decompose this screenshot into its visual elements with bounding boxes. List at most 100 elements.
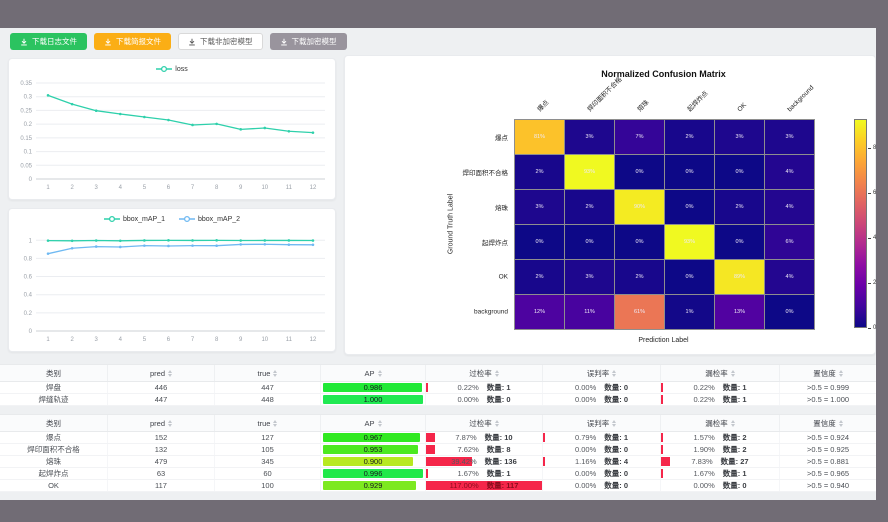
column-header-置信度[interactable]: 置信度	[780, 415, 876, 431]
legend-item-loss[interactable]: loss	[156, 65, 188, 73]
matrix-cell: 0%	[665, 155, 714, 189]
ap-value: 1.000	[363, 395, 383, 404]
cell-confidence: >0.5 = 0.924	[806, 433, 850, 442]
column-header-过检率[interactable]: 过检率	[426, 365, 543, 381]
confusion-matrix-title: Normalized Confusion Matrix	[601, 69, 726, 79]
rate-count: 数量: 0	[604, 445, 629, 454]
svg-text:11: 11	[286, 337, 293, 343]
column-header-label: AP	[364, 368, 375, 378]
matrix-cell-value: 0%	[635, 239, 644, 245]
sort-icon[interactable]	[612, 418, 617, 429]
sort-caret-up	[494, 368, 499, 373]
sort-icon[interactable]	[168, 368, 172, 379]
cell-misjudge-rate: 0.00% 数量: 0	[543, 480, 661, 491]
matrix-col-label: 起焊炸点	[685, 89, 710, 114]
matrix-cell: 3%	[515, 190, 564, 224]
sort-icon[interactable]	[273, 368, 278, 379]
download-log-file-button[interactable]: 下载日志文件	[10, 33, 87, 50]
sort-icon[interactable]	[612, 368, 617, 379]
matrix-cell: 0%	[765, 295, 814, 329]
matrix-cell: 90%	[615, 190, 664, 224]
rate-count: 数量: 2	[722, 433, 747, 442]
svg-text:7: 7	[191, 185, 195, 191]
matrix-cell: 0%	[715, 155, 764, 189]
matrix-cell: 0%	[665, 260, 714, 294]
column-header-误判率[interactable]: 误判率	[543, 365, 661, 381]
rate-count: 数量: 1	[486, 383, 511, 392]
column-header-pred[interactable]: pred	[108, 365, 215, 381]
matrix-cell-value: 2%	[585, 204, 594, 210]
matrix-cell-value: 93%	[583, 169, 595, 175]
download-report-file-button[interactable]: 下载简报文件	[94, 33, 171, 50]
rate-text: 7.83% 数量: 27	[691, 456, 748, 467]
matrix-cell-value: 90%	[633, 204, 645, 210]
rate-text: 0.79% 数量: 1	[575, 432, 628, 443]
legend-item-bbox_mAP_1[interactable]: bbox_mAP_1	[103, 215, 165, 223]
sort-icon[interactable]	[377, 418, 382, 429]
matrix-cell-value: 11%	[584, 309, 595, 315]
svg-text:0.1: 0.1	[24, 150, 33, 156]
cell-ap: 0.900	[321, 456, 426, 467]
sort-icon[interactable]	[838, 368, 843, 379]
rate-count: 数量: 8	[486, 445, 511, 454]
column-header-label: AP	[364, 418, 375, 428]
sort-caret-up	[168, 368, 172, 373]
cell-over-detect-rate: 117.00% 数量: 117	[426, 480, 543, 491]
matrix-cell: 3%	[565, 260, 614, 294]
column-header-漏检率[interactable]: 漏检率	[661, 415, 780, 431]
cell-over-detect-rate: 7.62% 数量: 8	[426, 444, 543, 455]
download-icon	[280, 38, 287, 45]
download-unencrypted-model-button[interactable]: 下载非加密模型	[178, 33, 263, 50]
sort-icon[interactable]	[377, 368, 382, 379]
matrix-cell: 3%	[565, 120, 614, 154]
svg-text:6: 6	[167, 185, 171, 191]
ap-value: 0.929	[363, 481, 383, 490]
column-header-class: 类别	[0, 365, 108, 381]
download-encrypted-model-button[interactable]: 下载加密模型	[269, 33, 347, 50]
column-header-AP[interactable]: AP	[321, 415, 426, 431]
sort-icon[interactable]	[494, 368, 499, 379]
matrix-cell: 89%	[715, 260, 764, 294]
sort-icon[interactable]	[168, 418, 172, 429]
table-row: 焊印面积不合格 132 105 0.953 7.62% 数量: 8 0.00% 数量: 0 1.…	[0, 444, 876, 456]
rate-text: 1.90% 数量: 2	[693, 444, 746, 455]
cell-true: 448	[215, 394, 321, 405]
matrix-cell-value: 4%	[785, 204, 794, 210]
download-icon	[189, 38, 195, 45]
sort-icon[interactable]	[730, 368, 735, 379]
matrix-cell-value: 2%	[735, 204, 744, 210]
confusion-matrix-card: Normalized Confusion Matrix Ground Truth…	[344, 55, 876, 355]
cell-pred: 152	[108, 432, 215, 443]
rate-count: 数量: 136	[484, 457, 517, 466]
column-header-label: pred	[149, 418, 165, 428]
column-header-true[interactable]: true	[215, 365, 321, 381]
matrix-cell-value: 2%	[535, 274, 544, 280]
column-header-true[interactable]: true	[215, 415, 321, 431]
ap-bar	[323, 457, 413, 466]
column-header-label: 类别	[46, 418, 61, 428]
rate-percent: 0.00%	[457, 395, 479, 404]
table-gap	[0, 406, 876, 414]
sort-icon[interactable]	[730, 418, 735, 429]
column-header-误判率[interactable]: 误判率	[543, 415, 661, 431]
sort-icon[interactable]	[838, 418, 843, 429]
column-header-pred[interactable]: pred	[108, 415, 215, 431]
legend-item-bbox_mAP_2[interactable]: bbox_mAP_2	[179, 215, 240, 223]
svg-text:1: 1	[46, 185, 50, 191]
column-header-置信度[interactable]: 置信度	[780, 365, 876, 381]
column-header-漏检率[interactable]: 漏检率	[661, 365, 780, 381]
sort-caret-down	[494, 373, 499, 379]
cell-ap: 1.000	[321, 394, 426, 405]
sort-icon[interactable]	[494, 418, 499, 429]
sort-caret-down	[838, 373, 843, 379]
svg-text:10: 10	[261, 337, 268, 343]
table-row: 焊盘 446 447 0.986 0.22% 数量: 1 0.00% 数量: 0 0.22% 数量…	[0, 382, 876, 394]
rate-percent: 7.62%	[457, 445, 479, 454]
cell-class: 焊盘	[0, 382, 108, 393]
sort-icon[interactable]	[273, 418, 278, 429]
rate-count: 数量: 0	[604, 383, 629, 392]
column-header-AP[interactable]: AP	[321, 365, 426, 381]
column-header-过检率[interactable]: 过检率	[426, 415, 543, 431]
cell-miss-rate: 1.90% 数量: 2	[661, 444, 780, 455]
confusion-matrix-xlabel: Prediction Label	[638, 337, 689, 344]
